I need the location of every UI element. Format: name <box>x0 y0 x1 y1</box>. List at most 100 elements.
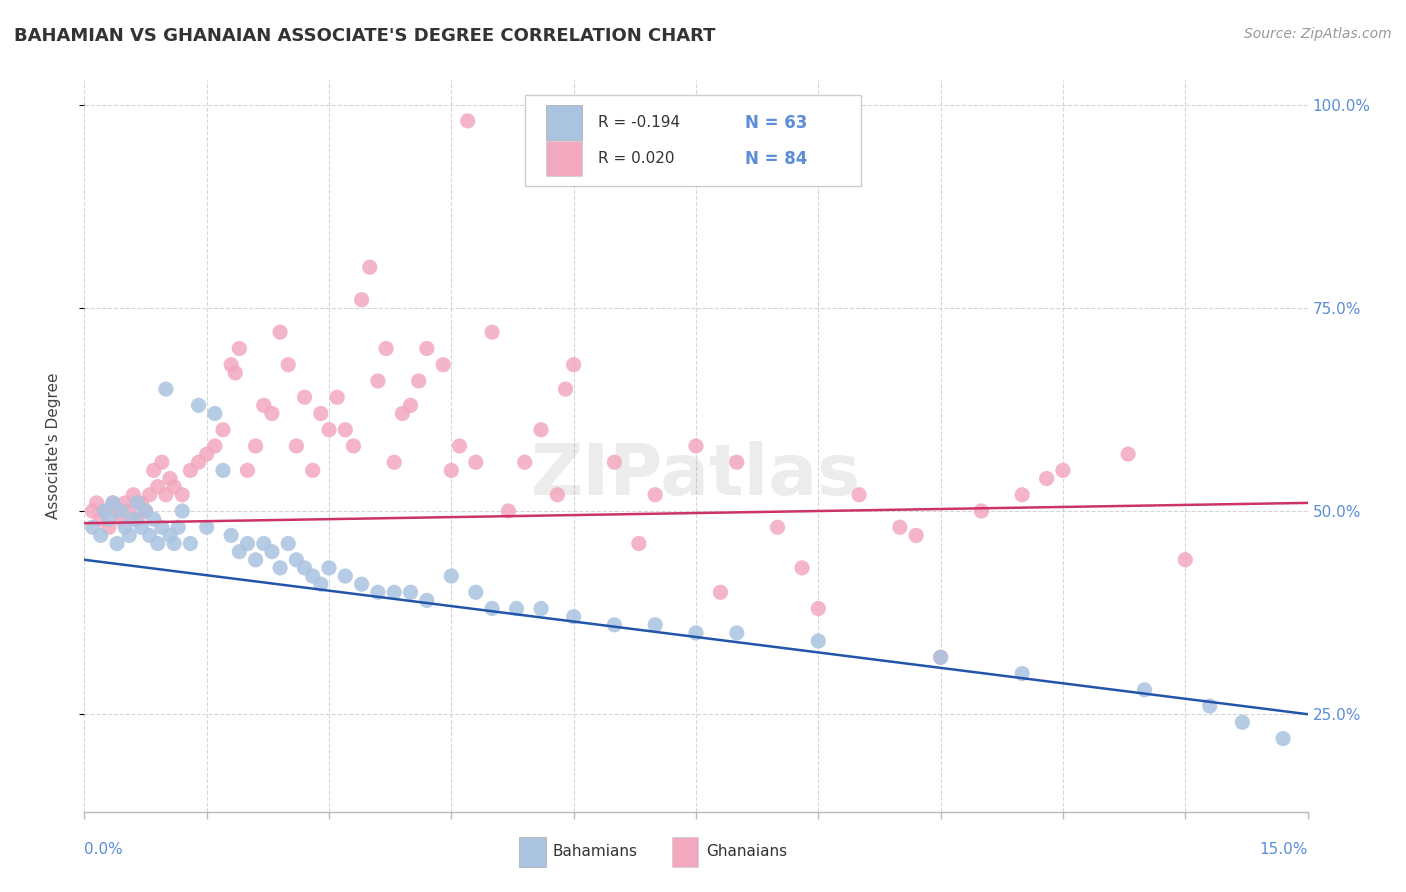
Point <box>554 382 576 396</box>
Point <box>1133 682 1156 697</box>
Point <box>90 528 112 542</box>
Point <box>159 471 181 485</box>
Point <box>82 504 104 518</box>
Point <box>685 439 707 453</box>
Text: 0.0%: 0.0% <box>84 842 124 857</box>
Point <box>318 561 340 575</box>
Point <box>163 536 186 550</box>
Point <box>505 601 527 615</box>
Point <box>135 504 157 518</box>
Point <box>105 504 128 518</box>
Text: Source: ZipAtlas.com: Source: ZipAtlas.com <box>1244 27 1392 41</box>
Point <box>1011 666 1033 681</box>
Point <box>342 439 364 453</box>
Point <box>224 366 246 380</box>
Point <box>110 504 132 518</box>
Point <box>546 488 568 502</box>
Point <box>807 601 830 615</box>
Point <box>146 480 169 494</box>
Point <box>179 536 201 550</box>
Point <box>131 520 153 534</box>
Point <box>172 504 194 518</box>
Point <box>219 358 242 372</box>
Point <box>260 407 283 421</box>
Point <box>269 561 291 575</box>
Point <box>350 293 373 307</box>
Text: Ghanaians: Ghanaians <box>706 845 787 860</box>
Point <box>766 520 789 534</box>
Point <box>294 561 316 575</box>
Point <box>105 536 128 550</box>
Point <box>464 585 486 599</box>
Text: ZIPatlas: ZIPatlas <box>531 441 860 509</box>
Point <box>285 553 308 567</box>
Point <box>562 358 585 372</box>
Point <box>150 455 173 469</box>
Point <box>122 512 145 526</box>
Point <box>269 325 291 339</box>
Point <box>359 260 381 275</box>
Point <box>309 407 332 421</box>
Text: Bahamians: Bahamians <box>553 845 638 860</box>
Point <box>457 114 479 128</box>
Point <box>301 569 323 583</box>
Text: 15.0%: 15.0% <box>1260 842 1308 857</box>
Point <box>101 496 124 510</box>
Point <box>228 544 250 558</box>
Point <box>1011 488 1033 502</box>
Point <box>603 617 626 632</box>
Point <box>375 342 398 356</box>
Point <box>253 398 276 412</box>
Point <box>367 585 389 599</box>
Point <box>644 488 666 502</box>
Point <box>110 512 132 526</box>
Point <box>236 536 259 550</box>
Point <box>131 496 153 510</box>
Point <box>236 463 259 477</box>
Point <box>114 496 136 510</box>
Point <box>335 569 357 583</box>
Point <box>245 439 267 453</box>
Point <box>150 520 173 534</box>
Text: R = -0.194: R = -0.194 <box>598 115 681 130</box>
Point <box>367 374 389 388</box>
Point <box>309 577 332 591</box>
Point <box>90 512 112 526</box>
Point <box>644 617 666 632</box>
Point <box>562 609 585 624</box>
FancyBboxPatch shape <box>524 95 860 186</box>
Text: R = 0.020: R = 0.020 <box>598 151 675 166</box>
Point <box>172 488 194 502</box>
Point <box>187 398 209 412</box>
Point <box>127 496 149 510</box>
Point <box>277 536 299 550</box>
Point <box>122 488 145 502</box>
Point <box>93 504 115 518</box>
Point <box>167 520 190 534</box>
FancyBboxPatch shape <box>672 838 699 867</box>
Point <box>1035 471 1057 485</box>
Point <box>163 480 186 494</box>
Point <box>228 342 250 356</box>
Point <box>382 585 405 599</box>
Point <box>432 358 454 372</box>
Point <box>146 536 169 550</box>
Point <box>195 520 218 534</box>
Point <box>142 512 165 526</box>
Point <box>449 439 471 453</box>
Point <box>1272 731 1295 746</box>
Point <box>318 423 340 437</box>
Point <box>498 504 520 518</box>
Point <box>138 528 160 542</box>
Point <box>1174 553 1197 567</box>
Point <box>725 626 748 640</box>
Text: BAHAMIAN VS GHANAIAN ASSOCIATE'S DEGREE CORRELATION CHART: BAHAMIAN VS GHANAIAN ASSOCIATE'S DEGREE … <box>14 27 716 45</box>
Point <box>382 455 405 469</box>
FancyBboxPatch shape <box>546 141 582 176</box>
FancyBboxPatch shape <box>519 838 546 867</box>
Point <box>118 528 141 542</box>
Point <box>179 463 201 477</box>
Point <box>1232 715 1254 730</box>
Point <box>1116 447 1139 461</box>
Y-axis label: Associate's Degree: Associate's Degree <box>46 373 60 519</box>
